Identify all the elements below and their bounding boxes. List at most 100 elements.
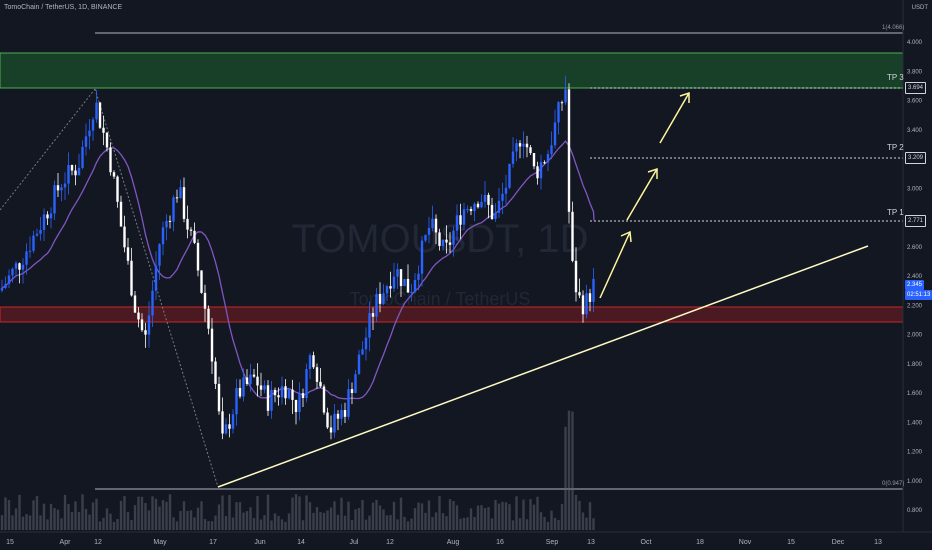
candle-body bbox=[518, 143, 522, 147]
volume-bar bbox=[249, 507, 252, 530]
candle-body bbox=[112, 172, 116, 177]
volume-bar bbox=[515, 496, 518, 530]
candle-body bbox=[508, 163, 511, 188]
volume-bar bbox=[427, 500, 431, 530]
volume-bar bbox=[455, 505, 459, 530]
volume-bar bbox=[539, 512, 543, 530]
resistance-zone[interactable] bbox=[0, 52, 904, 89]
candle-body bbox=[340, 410, 343, 419]
candle-body bbox=[11, 268, 14, 276]
candle-body bbox=[186, 218, 189, 230]
volume-bar bbox=[242, 512, 245, 530]
volume-bar bbox=[557, 520, 560, 530]
volume-bar bbox=[581, 512, 585, 530]
candle-body bbox=[403, 278, 406, 287]
candle-body bbox=[21, 264, 25, 270]
volume-bar bbox=[123, 495, 126, 530]
candle-body bbox=[434, 218, 438, 233]
candle-body bbox=[371, 313, 375, 317]
candle-body bbox=[560, 102, 564, 104]
time-tick-label: 12 bbox=[94, 539, 102, 546]
price-tick-label: 1.400 bbox=[907, 420, 923, 426]
candle-body bbox=[221, 411, 224, 434]
volume-bar bbox=[298, 496, 301, 530]
candle-body bbox=[0, 287, 4, 291]
volume-bar bbox=[119, 500, 123, 530]
volume-bar bbox=[196, 507, 200, 530]
volume-bar bbox=[109, 513, 112, 530]
candle-body bbox=[161, 227, 165, 245]
volume-bar bbox=[406, 521, 410, 530]
candle-body bbox=[81, 146, 84, 168]
candle-body bbox=[133, 295, 137, 313]
arrow-2[interactable] bbox=[626, 167, 658, 221]
candle-body bbox=[273, 389, 277, 396]
candle-body bbox=[287, 389, 291, 399]
candle-body bbox=[413, 279, 417, 293]
volume-bar bbox=[371, 502, 375, 530]
candle-body bbox=[305, 369, 308, 398]
volume-bar bbox=[165, 501, 168, 530]
candle-body bbox=[32, 235, 35, 251]
trendline[interactable] bbox=[217, 245, 869, 488]
candlesticks bbox=[0, 75, 595, 440]
price-tick-label: 1.200 bbox=[907, 450, 923, 456]
volume-bar bbox=[441, 513, 445, 530]
volume-bar bbox=[487, 507, 490, 530]
volume-bar bbox=[245, 511, 249, 530]
volume-bar bbox=[259, 519, 263, 530]
volume-bar bbox=[67, 504, 70, 530]
arrow-3[interactable] bbox=[659, 91, 690, 144]
volume-bar bbox=[56, 509, 60, 530]
symbol-header[interactable]: TomoChain / TetherUS, 1D, BINANCE bbox=[4, 4, 123, 11]
volume-bar bbox=[280, 519, 284, 530]
volume-bar bbox=[378, 505, 382, 530]
candle-body bbox=[473, 203, 476, 212]
volume-bar bbox=[343, 515, 347, 530]
candle-body bbox=[406, 278, 410, 293]
volume-bar bbox=[112, 521, 116, 530]
candle-body bbox=[459, 215, 462, 225]
candle-body bbox=[56, 185, 60, 191]
volume-bar bbox=[161, 500, 165, 530]
candle-body bbox=[235, 387, 238, 415]
volume-bar bbox=[60, 518, 63, 530]
volume-bar bbox=[130, 520, 133, 530]
volume-bar bbox=[305, 495, 308, 530]
volume-bar bbox=[543, 516, 546, 530]
time-tick-label: 12 bbox=[386, 539, 394, 546]
candle-body bbox=[347, 389, 350, 417]
fib-1-label: 1(4.066) bbox=[882, 25, 905, 31]
volume-bar bbox=[364, 519, 368, 530]
fib-diagonal-left bbox=[0, 88, 96, 211]
candle-body bbox=[140, 319, 144, 331]
candle-body bbox=[109, 147, 112, 173]
volume-bar bbox=[431, 517, 434, 530]
arrow-1[interactable] bbox=[599, 230, 632, 299]
volume-bar bbox=[263, 515, 266, 530]
candle-body bbox=[396, 269, 399, 277]
candle-body bbox=[53, 185, 56, 214]
volume-bar bbox=[63, 494, 67, 530]
candle-body bbox=[424, 234, 427, 241]
candle-body bbox=[67, 165, 70, 184]
volume-bar bbox=[32, 500, 35, 530]
volume-bar bbox=[553, 517, 557, 530]
tp2-price-tag: 3.209 bbox=[905, 152, 927, 164]
candle-body bbox=[242, 377, 245, 397]
volume-bar bbox=[116, 518, 119, 530]
candle-body bbox=[578, 292, 581, 296]
candle-body bbox=[28, 250, 32, 252]
volume-bar bbox=[91, 502, 95, 530]
candle-body bbox=[319, 381, 322, 387]
volume-bar bbox=[476, 505, 480, 530]
time-axis-panel[interactable] bbox=[0, 532, 932, 550]
volume-bar bbox=[291, 497, 294, 530]
candle-body bbox=[329, 427, 333, 433]
volume-bar bbox=[326, 510, 329, 530]
volume-bar bbox=[88, 514, 91, 530]
candle-body bbox=[497, 200, 501, 213]
candle-body bbox=[322, 386, 326, 413]
